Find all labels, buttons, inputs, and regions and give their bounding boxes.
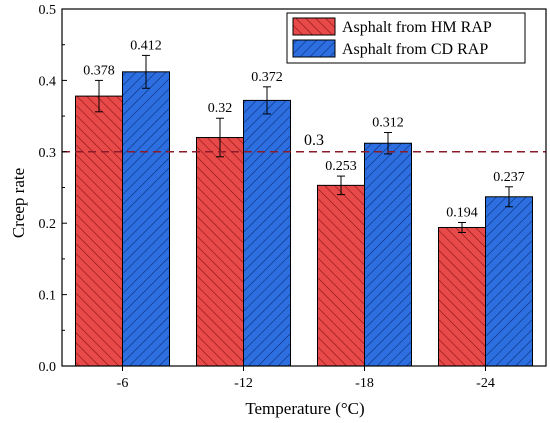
bar [196, 137, 244, 367]
y-tick-label: 0.5 [39, 3, 57, 18]
bar [485, 196, 533, 367]
y-tick-label: 0.2 [39, 217, 57, 232]
bar [317, 184, 365, 367]
data-label: 0.412 [130, 38, 162, 53]
y-axis-label: Creep rate [9, 168, 28, 238]
data-label: 0.312 [372, 116, 404, 131]
data-label: 0.253 [325, 159, 357, 174]
legend: Asphalt from HM RAP Asphalt from CD RAP [286, 12, 526, 64]
bar [364, 142, 412, 367]
x-tick-label: -18 [355, 376, 374, 391]
data-label: 0.378 [83, 63, 115, 78]
bar [438, 226, 486, 367]
reference-line-layer: 0.3 [62, 132, 546, 153]
data-label: 0.372 [251, 70, 283, 85]
reference-line-label: 0.3 [304, 132, 324, 149]
data-label: 0.32 [208, 101, 233, 116]
bar [75, 95, 123, 367]
legend-label: Asphalt from HM RAP [342, 19, 492, 36]
legend-swatch [292, 17, 336, 36]
legend-swatch [292, 39, 336, 58]
y-tick-label: 0.3 [39, 146, 57, 161]
axes-layer: 0.0 0.1 0.2 0.3 0.4 0.5 -6 -12 -18 -24 [39, 3, 547, 391]
y-tick-label: 0.0 [39, 360, 57, 375]
data-label: 0.237 [493, 170, 525, 185]
data-label: 0.194 [446, 205, 478, 220]
bar [243, 99, 291, 367]
x-axis-label: Temperature (°C) [245, 399, 364, 418]
y-tick-label: 0.4 [39, 74, 57, 89]
legend-label: Asphalt from CD RAP [342, 41, 488, 58]
y-tick-label: 0.1 [39, 289, 57, 304]
x-tick-label: -24 [476, 376, 495, 391]
x-tick-label: -6 [117, 376, 129, 391]
bar [122, 71, 170, 367]
bars-layer: 0.378 0.412 0.32 0.372 0.253 0.312 0.194 0.237 [75, 38, 533, 367]
x-tick-label: -12 [234, 376, 253, 391]
